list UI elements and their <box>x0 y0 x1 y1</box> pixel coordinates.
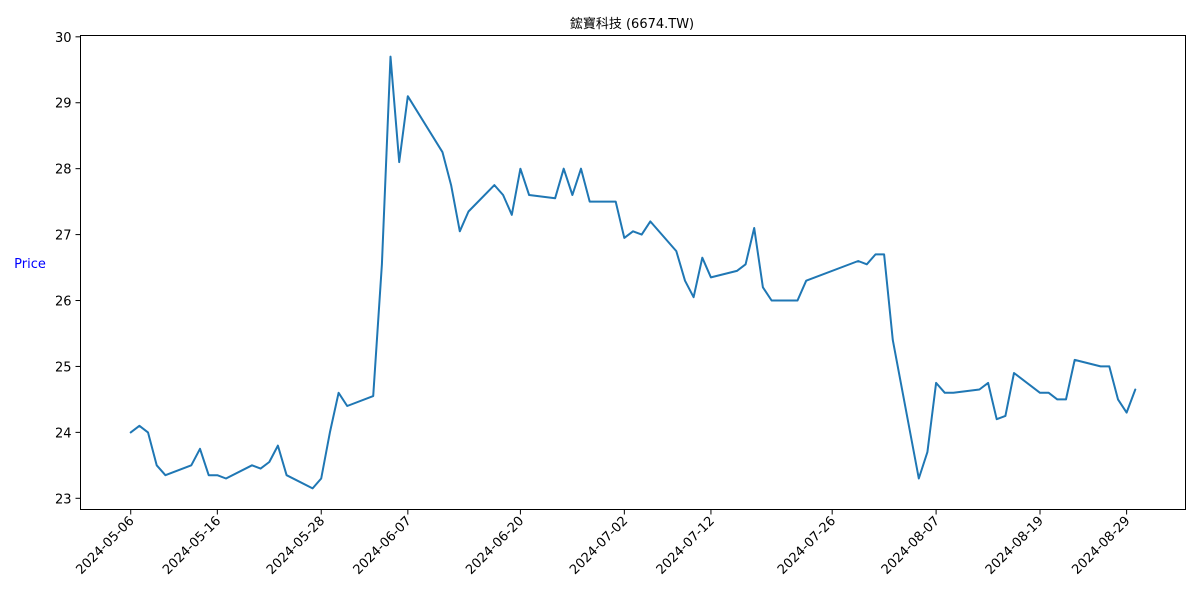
x-tick-label: 2024-08-19 <box>983 514 1047 578</box>
y-tick-label: 27 <box>55 229 72 244</box>
plot-layer <box>129 55 1137 490</box>
x-tick-label: 2024-05-28 <box>264 514 328 578</box>
y-tick-label: 26 <box>55 295 72 310</box>
y-tick-label: 24 <box>55 426 72 441</box>
y-tick-label: 25 <box>55 360 72 375</box>
x-tick-label: 2024-08-07 <box>879 514 943 578</box>
x-tick-label: 2024-05-06 <box>74 514 138 578</box>
x-tick-label: 2024-06-07 <box>351 514 415 578</box>
y-tick-label: 30 <box>55 31 72 46</box>
x-tick-label: 2024-08-29 <box>1069 514 1133 578</box>
chart-title: 鋐寶科技 (6674.TW) <box>570 16 694 32</box>
axes-layer: 23 24 25 26 27 28 29 30 2024-05-06 2024-05-16 2024… <box>55 31 1133 578</box>
x-tick-label: 2024-05-16 <box>160 514 224 578</box>
x-tick-label: 2024-07-02 <box>567 514 631 578</box>
y-tick-label: 28 <box>55 163 72 178</box>
y-axis-label: Price <box>14 257 46 272</box>
x-tick-label: 2024-06-20 <box>463 514 527 578</box>
price-series-line <box>129 55 1137 490</box>
x-tick-label: 2024-07-12 <box>654 514 718 578</box>
x-tick-label: 2024-07-26 <box>775 514 839 578</box>
plot-frame <box>80 35 1186 510</box>
y-tick-label: 23 <box>55 492 72 507</box>
y-tick-label: 29 <box>55 97 72 112</box>
